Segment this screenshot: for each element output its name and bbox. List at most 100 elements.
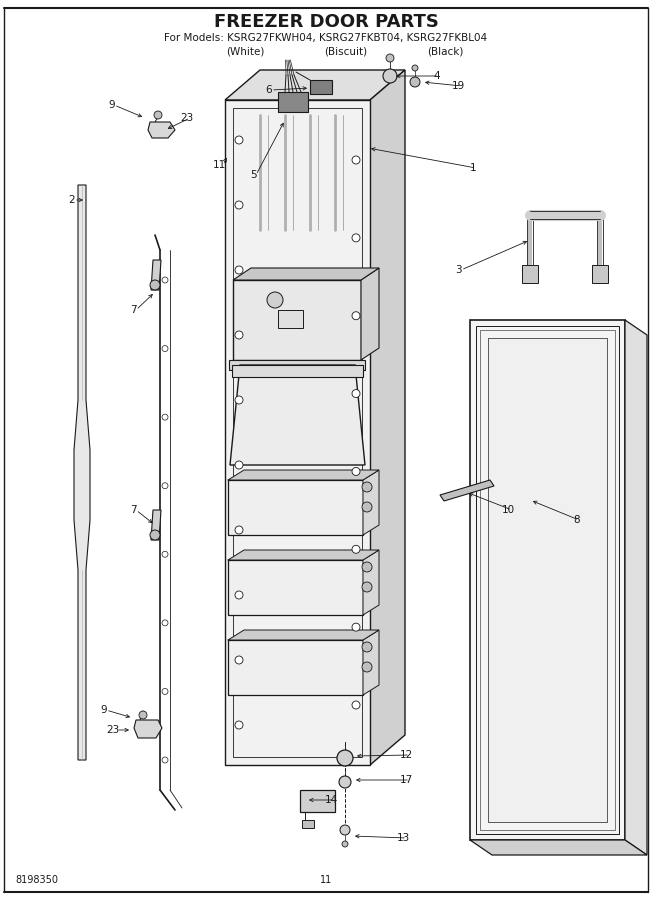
Circle shape xyxy=(150,530,160,540)
Circle shape xyxy=(352,234,360,242)
Bar xyxy=(476,326,619,834)
Bar xyxy=(225,100,370,765)
Circle shape xyxy=(284,314,296,326)
Bar xyxy=(233,280,361,360)
Polygon shape xyxy=(151,510,161,540)
Text: 12: 12 xyxy=(400,750,413,760)
Polygon shape xyxy=(225,70,405,100)
Bar xyxy=(480,330,615,830)
Polygon shape xyxy=(440,480,494,501)
Circle shape xyxy=(342,841,348,847)
Text: 2: 2 xyxy=(68,195,74,205)
Polygon shape xyxy=(230,365,365,465)
Circle shape xyxy=(235,461,243,469)
Polygon shape xyxy=(361,268,379,360)
Polygon shape xyxy=(625,320,647,855)
Circle shape xyxy=(150,280,160,290)
Polygon shape xyxy=(363,550,379,615)
Bar xyxy=(228,560,363,615)
Text: (White): (White) xyxy=(226,47,264,57)
Circle shape xyxy=(162,482,168,489)
Text: 14: 14 xyxy=(325,795,338,805)
Text: 3: 3 xyxy=(455,265,462,275)
Circle shape xyxy=(352,545,360,554)
Circle shape xyxy=(235,396,243,404)
Text: 9: 9 xyxy=(100,705,107,715)
Text: 9: 9 xyxy=(108,100,115,110)
Circle shape xyxy=(139,711,147,719)
Text: 19: 19 xyxy=(452,81,466,91)
Circle shape xyxy=(337,750,353,766)
Bar xyxy=(232,365,363,377)
Bar xyxy=(228,640,363,695)
Polygon shape xyxy=(363,630,379,695)
Circle shape xyxy=(352,467,360,475)
Circle shape xyxy=(339,776,351,788)
Circle shape xyxy=(235,136,243,144)
Text: 8: 8 xyxy=(573,515,580,525)
Circle shape xyxy=(352,311,360,320)
Circle shape xyxy=(410,77,420,87)
Circle shape xyxy=(362,642,372,652)
Text: 13: 13 xyxy=(397,833,410,843)
Polygon shape xyxy=(228,550,379,560)
Circle shape xyxy=(154,111,162,119)
Bar xyxy=(229,360,365,370)
Circle shape xyxy=(352,701,360,709)
Polygon shape xyxy=(370,70,405,765)
Text: 23: 23 xyxy=(106,725,119,735)
Circle shape xyxy=(162,346,168,352)
Text: 4: 4 xyxy=(433,71,439,81)
Circle shape xyxy=(235,656,243,664)
Text: 23: 23 xyxy=(180,113,193,123)
Polygon shape xyxy=(74,185,90,760)
Polygon shape xyxy=(233,268,379,280)
Text: 8198350: 8198350 xyxy=(15,875,58,885)
Text: 6: 6 xyxy=(265,85,272,95)
Circle shape xyxy=(235,266,243,274)
Polygon shape xyxy=(148,122,175,138)
Text: (Biscuit): (Biscuit) xyxy=(325,47,368,57)
Circle shape xyxy=(386,54,394,62)
Circle shape xyxy=(412,65,418,71)
Circle shape xyxy=(162,620,168,625)
Circle shape xyxy=(362,562,372,572)
Bar xyxy=(228,480,363,535)
Polygon shape xyxy=(228,470,379,480)
Circle shape xyxy=(352,390,360,398)
Text: 5: 5 xyxy=(250,170,257,180)
Circle shape xyxy=(162,688,168,695)
Bar xyxy=(278,310,303,328)
Bar xyxy=(470,320,625,840)
Bar xyxy=(522,265,538,283)
Text: 11: 11 xyxy=(320,875,332,885)
Text: 7: 7 xyxy=(130,505,137,515)
Circle shape xyxy=(235,721,243,729)
Circle shape xyxy=(267,292,283,308)
Circle shape xyxy=(362,582,372,592)
Bar xyxy=(592,265,608,283)
Circle shape xyxy=(162,757,168,763)
Text: FREEZER DOOR PARTS: FREEZER DOOR PARTS xyxy=(214,13,438,31)
Circle shape xyxy=(235,331,243,339)
Text: (Black): (Black) xyxy=(427,47,463,57)
Circle shape xyxy=(362,662,372,672)
Circle shape xyxy=(162,414,168,420)
Text: 1: 1 xyxy=(470,163,477,173)
Polygon shape xyxy=(363,470,379,535)
Text: 7: 7 xyxy=(130,305,137,315)
Polygon shape xyxy=(470,840,647,855)
Bar xyxy=(300,790,335,812)
Circle shape xyxy=(362,482,372,492)
Bar xyxy=(233,108,362,757)
Circle shape xyxy=(340,825,350,835)
Circle shape xyxy=(235,526,243,534)
Circle shape xyxy=(162,277,168,283)
Polygon shape xyxy=(134,720,162,738)
Circle shape xyxy=(352,156,360,164)
Bar xyxy=(488,338,607,822)
Circle shape xyxy=(235,591,243,599)
Polygon shape xyxy=(228,630,379,640)
Text: 17: 17 xyxy=(400,775,413,785)
Bar xyxy=(310,80,332,94)
